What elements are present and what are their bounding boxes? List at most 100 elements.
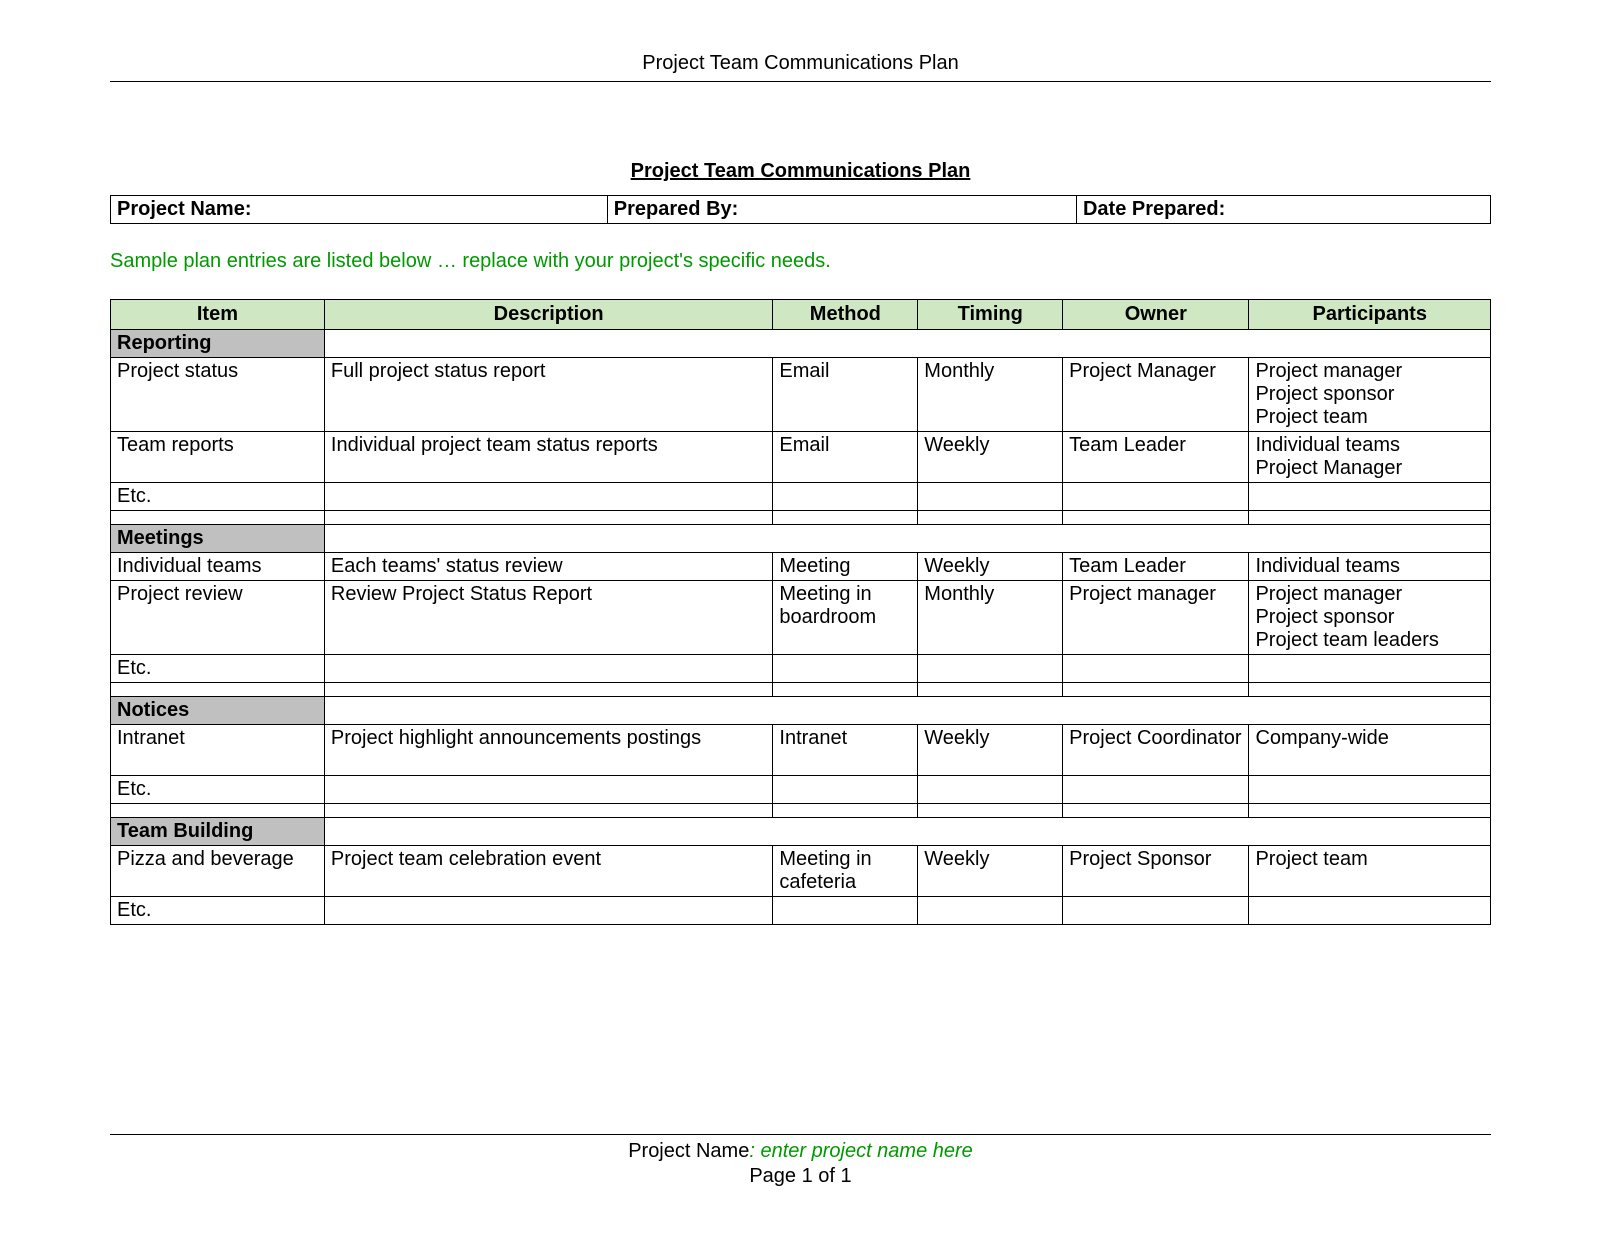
table-cell: Intranet (111, 725, 325, 776)
table-cell: Weekly (918, 725, 1063, 776)
table-cell (1063, 483, 1249, 511)
table-cell: Email (773, 432, 918, 483)
table-cell: Team reports (111, 432, 325, 483)
document-title: Project Team Communications Plan (110, 160, 1491, 183)
table-cell: Intranet (773, 725, 918, 776)
section-label: Notices (111, 697, 325, 725)
spacer-row (111, 804, 1491, 818)
spacer-cell (918, 804, 1063, 818)
spacer-cell (111, 511, 325, 525)
spacer-cell (773, 804, 918, 818)
table-cell (773, 897, 918, 925)
table-cell (324, 897, 773, 925)
table-cell: Individual project team status reports (324, 432, 773, 483)
table-row: Pizza and beverageProject team celebrati… (111, 846, 1491, 897)
table-cell: Project manager (1063, 581, 1249, 655)
table-cell: Weekly (918, 432, 1063, 483)
footer-page-number: Page 1 of 1 (110, 1164, 1491, 1189)
spacer-cell (1249, 804, 1491, 818)
table-cell: Project Sponsor (1063, 846, 1249, 897)
spacer-row (111, 683, 1491, 697)
section-spacer-cell (324, 818, 1490, 846)
table-cell (324, 776, 773, 804)
meta-table: Project Name: Prepared By: Date Prepared… (110, 195, 1491, 224)
communications-table: ItemDescriptionMethodTimingOwnerParticip… (110, 299, 1491, 925)
table-cell: Project managerProject sponsorProject te… (1249, 358, 1491, 432)
table-cell (773, 776, 918, 804)
spacer-cell (1249, 511, 1491, 525)
table-row: IntranetProject highlight announcements … (111, 725, 1491, 776)
table-row: Individual teamsEach teams' status revie… (111, 553, 1491, 581)
table-cell (773, 655, 918, 683)
spacer-row (111, 511, 1491, 525)
section-label: Reporting (111, 330, 325, 358)
table-cell (1063, 776, 1249, 804)
spacer-cell (324, 804, 773, 818)
prepared-by-label: Prepared By: (607, 196, 1076, 224)
table-cell: Review Project Status Report (324, 581, 773, 655)
table-cell (773, 483, 918, 511)
project-name-label: Project Name: (111, 196, 608, 224)
section-spacer-cell (324, 697, 1490, 725)
table-row: Project statusFull project status report… (111, 358, 1491, 432)
table-cell: Etc. (111, 897, 325, 925)
table-row: Etc. (111, 655, 1491, 683)
section-row: Meetings (111, 525, 1491, 553)
table-cell: Monthly (918, 581, 1063, 655)
table-cell: Individual teams (111, 553, 325, 581)
footer-project-label: Project Name (628, 1140, 749, 1162)
table-cell (324, 483, 773, 511)
table-cell (1249, 483, 1491, 511)
sample-note: Sample plan entries are listed below … r… (110, 250, 1491, 273)
table-cell: Etc. (111, 776, 325, 804)
table-cell (918, 897, 1063, 925)
table-cell: Team Leader (1063, 553, 1249, 581)
table-header-row: ItemDescriptionMethodTimingOwnerParticip… (111, 300, 1491, 330)
table-cell: Meeting in cafeteria (773, 846, 918, 897)
section-label: Meetings (111, 525, 325, 553)
column-header: Method (773, 300, 918, 330)
table-row: Team reportsIndividual project team stat… (111, 432, 1491, 483)
table-row: Etc. (111, 483, 1491, 511)
table-cell: Company-wide (1249, 725, 1491, 776)
table-cell: Etc. (111, 483, 325, 511)
table-cell: Project managerProject sponsorProject te… (1249, 581, 1491, 655)
column-header: Timing (918, 300, 1063, 330)
column-header: Participants (1249, 300, 1491, 330)
table-cell: Project status (111, 358, 325, 432)
column-header: Owner (1063, 300, 1249, 330)
section-row: Notices (111, 697, 1491, 725)
section-row: Team Building (111, 818, 1491, 846)
table-cell: Project team (1249, 846, 1491, 897)
spacer-cell (324, 511, 773, 525)
table-cell (1249, 776, 1491, 804)
section-spacer-cell (324, 525, 1490, 553)
spacer-cell (111, 804, 325, 818)
spacer-cell (1063, 511, 1249, 525)
table-row: Project reviewReview Project Status Repo… (111, 581, 1491, 655)
spacer-cell (1249, 683, 1491, 697)
table-cell: Meeting (773, 553, 918, 581)
footer-project-placeholder: : enter project name here (749, 1140, 972, 1162)
table-row: Etc. (111, 776, 1491, 804)
spacer-cell (918, 511, 1063, 525)
table-cell: Project Manager (1063, 358, 1249, 432)
date-prepared-label: Date Prepared: (1076, 196, 1490, 224)
section-label: Team Building (111, 818, 325, 846)
column-header: Description (324, 300, 773, 330)
spacer-cell (1063, 804, 1249, 818)
table-cell (1063, 897, 1249, 925)
table-cell: Email (773, 358, 918, 432)
section-spacer-cell (324, 330, 1490, 358)
table-cell (918, 776, 1063, 804)
table-cell (1249, 897, 1491, 925)
table-cell (918, 655, 1063, 683)
spacer-cell (111, 683, 325, 697)
table-cell (324, 655, 773, 683)
table-cell (918, 483, 1063, 511)
table-cell: Monthly (918, 358, 1063, 432)
table-cell: Project team celebration event (324, 846, 773, 897)
column-header: Item (111, 300, 325, 330)
spacer-cell (773, 511, 918, 525)
table-cell: Pizza and beverage (111, 846, 325, 897)
